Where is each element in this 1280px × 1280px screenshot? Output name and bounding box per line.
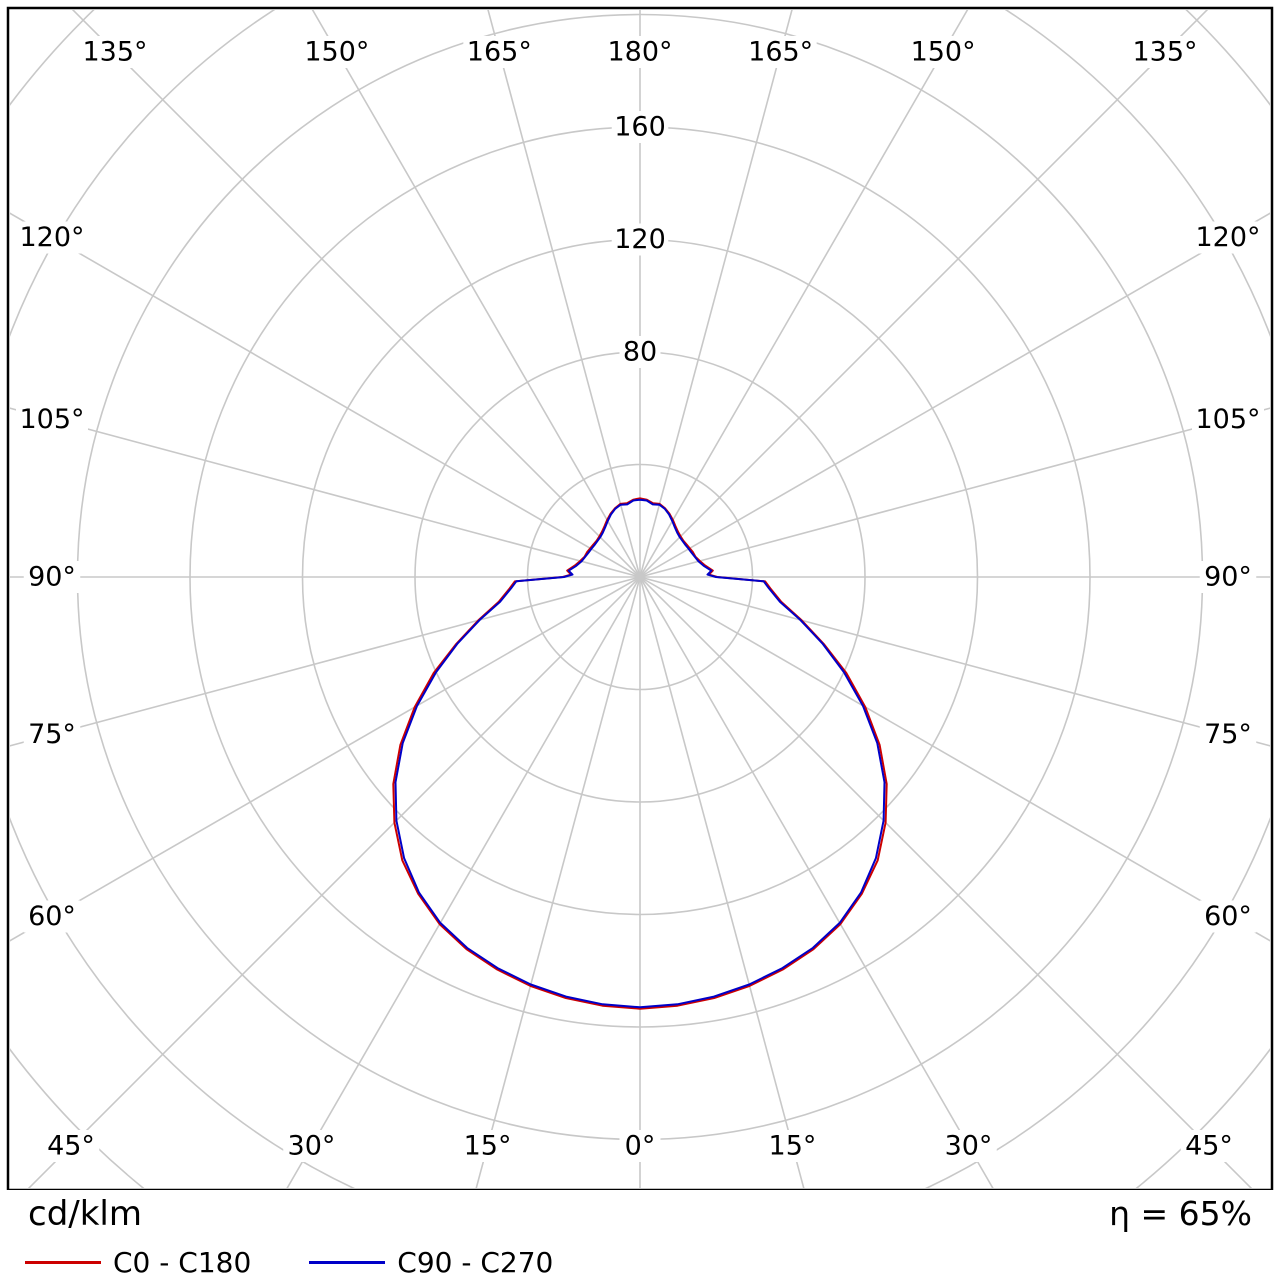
angle-label: 135° — [82, 37, 147, 68]
angle-label: 75° — [28, 719, 76, 750]
angle-label-bg — [619, 1130, 661, 1162]
legend-bar: cd/klm η = 65% C0 - C180 C90 - C270 — [0, 1190, 1280, 1280]
radial-tick-label: 120 — [614, 224, 666, 255]
angle-label: 45° — [47, 1131, 95, 1162]
angle-label-bg — [459, 1130, 516, 1162]
angle-label-bg — [1192, 221, 1264, 254]
angle-label: 90° — [1204, 562, 1252, 593]
angle-label-bg — [744, 36, 817, 68]
angle-label-bg — [79, 36, 151, 68]
grid-circle — [526, 463, 754, 691]
angle-label-bg — [1199, 718, 1257, 751]
angle-label-bg — [300, 36, 373, 68]
angle-label-bg — [23, 561, 81, 593]
radial-tick-label-bg — [619, 336, 661, 368]
efficiency-value: η = 65% — [1109, 1194, 1252, 1233]
angle-label: 15° — [464, 1131, 512, 1162]
angle-label: 180° — [607, 37, 672, 68]
angle-label: 75° — [1204, 719, 1252, 750]
angle-label: 105° — [19, 404, 84, 435]
angle-label-bg — [764, 1130, 821, 1162]
angle-label-bg — [907, 36, 980, 68]
angle-label-bg — [42, 1130, 100, 1162]
legend-swatch-c90-line — [309, 1261, 386, 1264]
angle-label: 135° — [1132, 37, 1197, 68]
angle-label-bg — [23, 900, 81, 933]
angle-label-bg — [1129, 36, 1201, 68]
curve-c90-c270 — [394, 498, 886, 1009]
radial-tick-label: 80 — [623, 337, 657, 368]
angle-label: 45° — [1185, 1131, 1233, 1162]
angle-label-bg — [604, 36, 676, 68]
angle-label: 60° — [28, 901, 76, 932]
angle-label: 165° — [748, 37, 813, 68]
units-label: cd/klm — [28, 1194, 142, 1234]
angle-label: 150° — [304, 37, 369, 68]
angle-label-bg — [16, 221, 88, 254]
angle-label-bg — [16, 403, 88, 436]
angle-label: 150° — [911, 37, 976, 68]
radial-tick-label-bg — [611, 111, 669, 143]
radial-tick-label: 160 — [614, 112, 666, 143]
angle-label: 15° — [769, 1131, 817, 1162]
curves — [392, 497, 888, 1010]
angle-label-bg — [23, 718, 81, 751]
angle-label: 120° — [19, 222, 84, 253]
angle-label: 90° — [28, 562, 76, 593]
angle-label: 60° — [1204, 901, 1252, 932]
angle-label-bg — [1192, 403, 1264, 436]
angle-label-bg — [1199, 561, 1257, 593]
legend-row: C0 - C180 C90 - C270 — [25, 1246, 553, 1279]
angle-label: 105° — [1195, 404, 1260, 435]
legend-label-c0: C0 - C180 — [113, 1246, 252, 1279]
angle-label: 0° — [625, 1131, 656, 1162]
angle-label-bg — [463, 36, 536, 68]
legend-swatch-c0-line — [25, 1261, 101, 1264]
angle-label-bg — [940, 1130, 997, 1162]
angle-label: 30° — [288, 1131, 336, 1162]
radial-tick-label-bg — [611, 223, 669, 256]
angle-label-bg — [283, 1130, 340, 1162]
angle-label: 120° — [1195, 222, 1260, 253]
curve-c0-c180 — [392, 497, 888, 1010]
angle-label: 165° — [467, 37, 532, 68]
angle-label-bg — [1180, 1130, 1238, 1162]
angle-label: 30° — [945, 1131, 993, 1162]
angle-label-bg — [1199, 900, 1257, 933]
legend-label-c90: C90 - C270 — [397, 1246, 554, 1279]
